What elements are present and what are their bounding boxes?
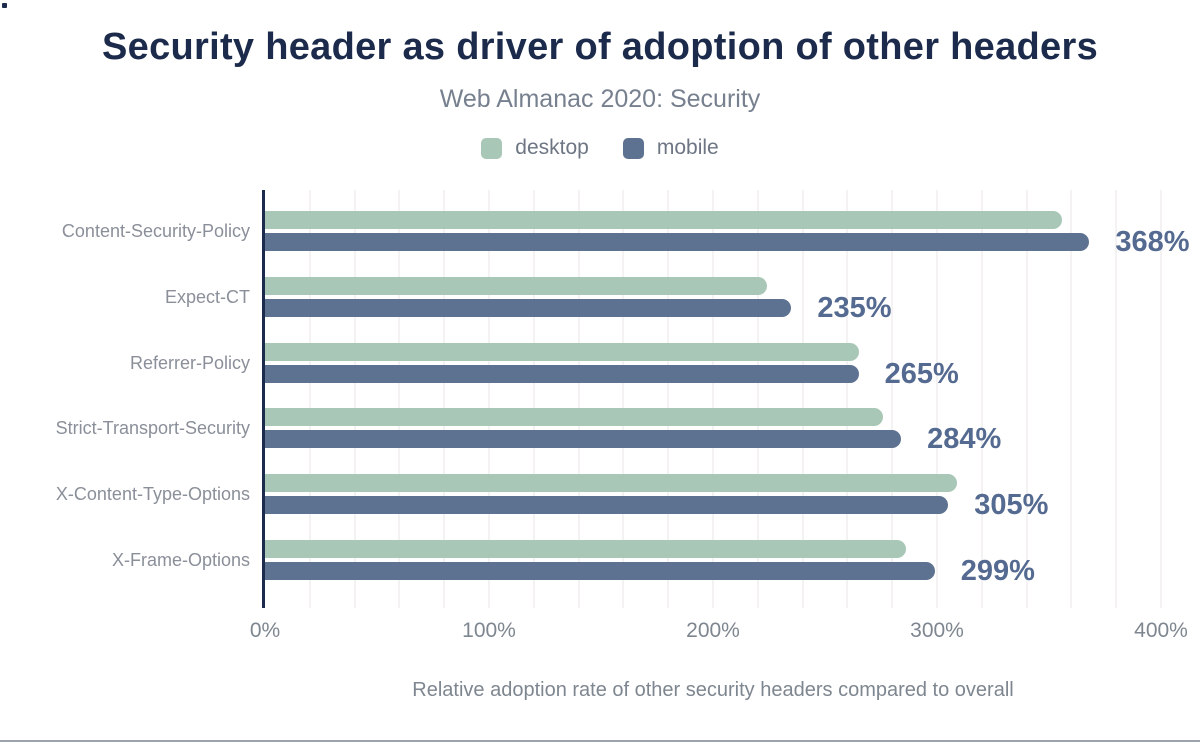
- category-label: Referrer-Policy: [129, 352, 250, 373]
- gridline: [801, 190, 804, 608]
- gridline: [1025, 190, 1028, 608]
- value-label: 368%: [1115, 226, 1190, 258]
- gridline: [1070, 190, 1073, 608]
- bar-mobile: [265, 496, 949, 515]
- bar-mobile: [265, 364, 859, 383]
- legend-label-mobile: mobile: [656, 136, 719, 159]
- value-label: 235%: [817, 291, 892, 324]
- x-tick-label: 0%: [249, 619, 281, 642]
- gridline: [622, 190, 625, 608]
- bar-mobile: [265, 298, 792, 317]
- bar-mobile: [265, 430, 902, 449]
- category-label: X-Content-Type-Options: [55, 484, 250, 505]
- bar-mobile: [265, 562, 935, 580]
- gridline: [353, 190, 356, 608]
- bar-desktop: [265, 342, 859, 361]
- x-axis-title: Relative adoption rate of other security…: [412, 679, 1014, 701]
- bar-desktop: [265, 474, 958, 493]
- category-label: Strict-Transport-Security: [55, 418, 250, 439]
- category-label: Content-Security-Policy: [61, 221, 250, 241]
- value-label: 265%: [884, 357, 959, 390]
- gridline: [756, 190, 759, 608]
- value-label: 284%: [927, 423, 1002, 456]
- gridline: [488, 190, 490, 608]
- gridline: [443, 190, 446, 608]
- bar-mobile: [265, 233, 1090, 251]
- category-label: X-Frame-Options: [111, 550, 250, 570]
- gridline: [577, 190, 580, 608]
- gridline: [891, 190, 894, 608]
- chart-subtitle: Web Almanac 2020: Security: [439, 85, 761, 113]
- bar-desktop: [265, 408, 884, 427]
- mobile-swatch-icon: [622, 137, 644, 159]
- gridline: [1115, 190, 1118, 608]
- x-tick-label: 300%: [910, 619, 964, 642]
- gridline: [980, 190, 983, 608]
- x-tick-label: 200%: [686, 619, 740, 642]
- gridline: [712, 190, 714, 608]
- gridline: [1160, 190, 1162, 608]
- chart-title: Security header as driver of adoption of…: [102, 26, 1098, 68]
- legend-label-desktop: desktop: [515, 136, 589, 159]
- bar-desktop: [265, 540, 906, 558]
- gridline: [532, 190, 535, 608]
- legend-item-mobile: mobile: [622, 136, 719, 160]
- y-axis-line: [262, 190, 265, 608]
- bar-desktop: [265, 276, 767, 295]
- bar-desktop: [265, 211, 1063, 229]
- x-tick-label: 400%: [1134, 619, 1188, 642]
- x-tick-label: 100%: [462, 619, 516, 642]
- desktop-swatch-icon: [481, 137, 503, 159]
- gridline: [936, 190, 938, 608]
- gridline: [308, 190, 311, 608]
- category-label: Expect-CT: [164, 286, 250, 307]
- legend-item-desktop: desktop: [481, 136, 589, 160]
- value-label: 305%: [974, 489, 1049, 522]
- value-label: 299%: [960, 555, 1035, 587]
- gridline: [846, 190, 849, 608]
- corner-artifact: [2, 3, 7, 8]
- footer-divider: [0, 740, 1200, 742]
- gridline: [398, 190, 401, 608]
- legend: desktop mobile: [0, 136, 1200, 160]
- gridline: [667, 190, 670, 608]
